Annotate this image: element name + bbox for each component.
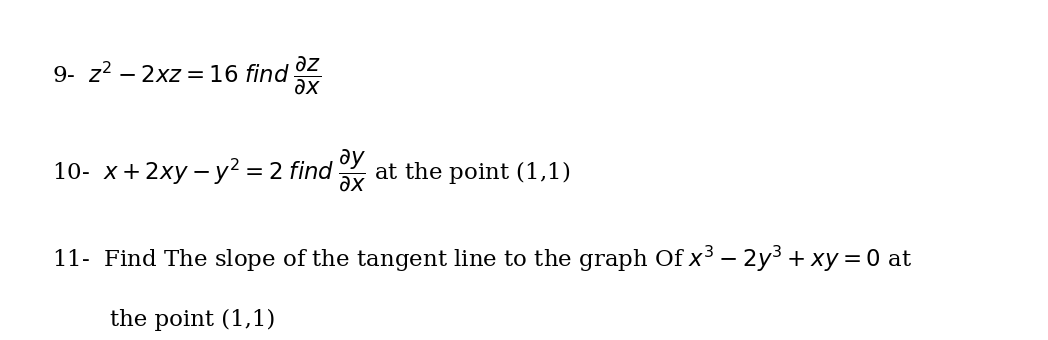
Text: 11-  Find The slope of the tangent line to the graph Of $x^3 - 2y^3 + xy = 0$ at: 11- Find The slope of the tangent line t… <box>52 243 913 273</box>
Text: the point (1,1): the point (1,1) <box>110 309 276 330</box>
Text: 9-  $z^2 - 2xz = 16\; find\; \dfrac{\partial z}{\partial x}$: 9- $z^2 - 2xz = 16\; find\; \dfrac{\part… <box>52 54 322 96</box>
Text: 10-  $x + 2xy - y^2 = 2\; find\; \dfrac{\partial y}{\partial x}$ at the point (1: 10- $x + 2xy - y^2 = 2\; find\; \dfrac{\… <box>52 147 571 193</box>
